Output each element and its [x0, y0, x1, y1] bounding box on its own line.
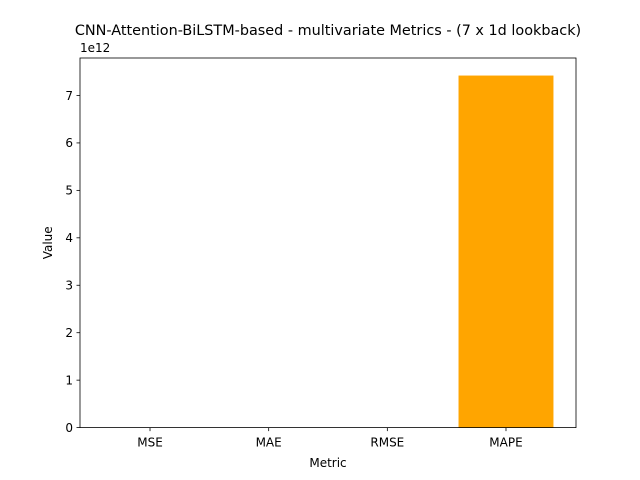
x-tick-label: MAPE [489, 436, 522, 450]
y-tick-label: 5 [65, 184, 73, 198]
x-tick-label: MSE [137, 436, 163, 450]
y-tick-label: 1 [65, 373, 73, 387]
y-tick-label: 6 [65, 136, 73, 150]
x-axis: MSE MAE RMSE MAPE [137, 427, 523, 450]
y-tick-label: 0 [65, 421, 73, 435]
y-axis: 0 1 2 3 4 5 6 7 [65, 89, 80, 435]
y-tick-label: 7 [65, 89, 73, 103]
x-tick-label: MAE [256, 436, 282, 450]
y-axis-offset-label: 1e12 [80, 41, 110, 55]
bar-mape [458, 75, 554, 428]
y-tick-label: 3 [65, 279, 73, 293]
chart-title: CNN-Attention-BiLSTM-based - multivariat… [75, 23, 581, 39]
y-tick-label: 2 [65, 326, 73, 340]
x-tick-label: RMSE [370, 436, 404, 450]
x-axis-label: Metric [309, 456, 346, 470]
y-axis-label: Value [41, 226, 55, 259]
plot-frame [79, 57, 577, 429]
bars-group [458, 75, 554, 428]
y-tick-label: 4 [65, 231, 73, 245]
